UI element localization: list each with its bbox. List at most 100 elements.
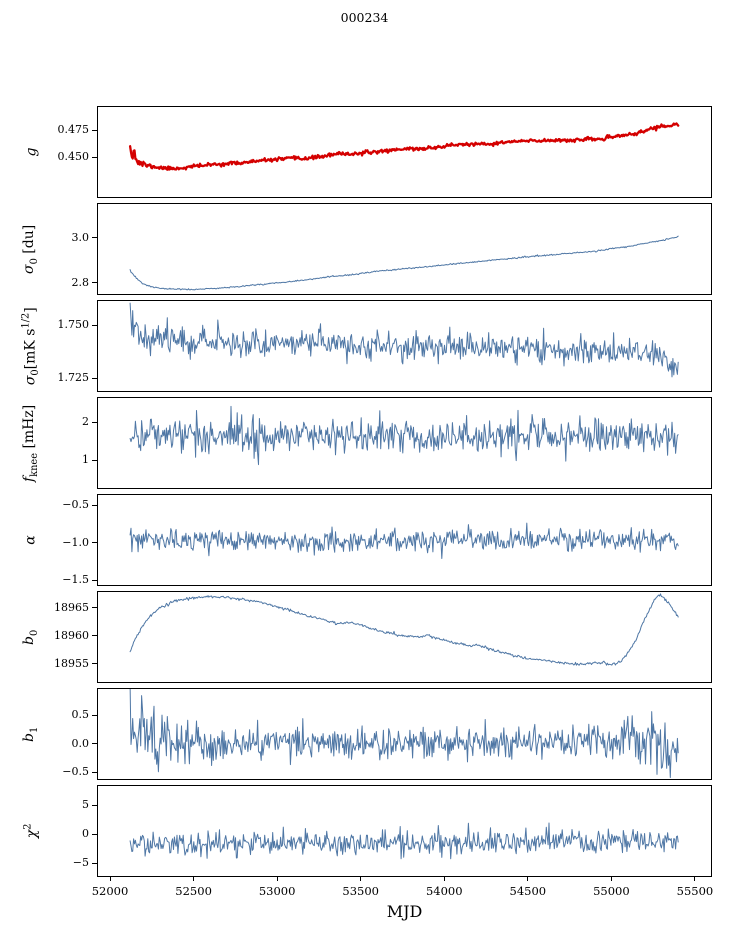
ytick-label-b0: 18960 [54, 628, 89, 642]
y-axis-label-chi2: χ2 [22, 824, 40, 839]
xtick-label: 52500 [175, 884, 212, 898]
ytick-label-g: 0.450 [57, 150, 90, 164]
ytick-mark-alpha [92, 504, 97, 506]
series-b0 [129, 593, 679, 666]
ytick-label-b0: 18955 [54, 656, 89, 670]
ytick-mark-alpha [92, 542, 97, 543]
y-axis-label-segment: [mK s [22, 328, 39, 370]
ytick-mark-chi2 [92, 833, 97, 835]
xtick-mark [694, 877, 696, 881]
series-sigma0-mks [129, 302, 679, 378]
plot-chi2 [129, 822, 679, 860]
y-axis-label-segment: 2 [22, 823, 34, 830]
ytick-label-g: 0.475 [57, 123, 90, 137]
y-axis-label-segment: b [21, 732, 38, 742]
ytick-mark-chi2 [92, 862, 97, 864]
ytick-label-fknee: 1 [82, 453, 89, 467]
ytick-label-sigma0-mks: 1.725 [57, 371, 90, 384]
series-b1 [129, 689, 679, 778]
ytick-label-alpha: −1.5 [62, 573, 89, 586]
x-axis-label: MJD [386, 902, 423, 921]
y-axis-label-segment: b [21, 635, 38, 645]
plot-b0 [129, 593, 679, 666]
ytick-label-fknee: 2 [82, 415, 89, 429]
y-axis-label-segment: σ [21, 264, 38, 274]
ylabel-wrap-fknee: fknee [mHz] [14, 397, 48, 489]
series-fknee [129, 405, 679, 466]
y-axis-label-sigma0-du: σ0 [du] [22, 224, 41, 273]
ylabel-wrap-b0: b0 [14, 591, 48, 683]
ylabel-wrap-sigma0-du: σ0 [du] [14, 203, 48, 295]
y-axis-label-segment: ] [22, 307, 39, 313]
series-alpha [129, 522, 679, 559]
ytick-mark-g [92, 129, 97, 131]
y-axis-label-segment: [du] [21, 224, 38, 258]
y-axis-label-g: g [23, 148, 39, 157]
y-axis-label-b1: b1 [22, 726, 41, 741]
y-axis-label-segment: 1 [29, 726, 41, 733]
ytick-mark-sigma0-mks [92, 377, 97, 379]
series-g [129, 123, 679, 171]
plot-box-b0 [97, 591, 712, 683]
ytick-mark-chi2 [92, 804, 97, 806]
ytick-label-chi2: −5 [72, 856, 89, 870]
xtick-mark [527, 877, 529, 881]
ylabel-wrap-g: g [14, 106, 48, 198]
ytick-label-sigma0-mks: 1.750 [57, 318, 90, 331]
plot-box-alpha [97, 494, 712, 586]
plot-fknee [129, 405, 679, 466]
ylabel-wrap-chi2: χ2 [14, 785, 48, 877]
y-axis-label-segment: α [23, 535, 39, 545]
series-g [128, 122, 680, 171]
ytick-label-sigma0-du: 3.0 [71, 230, 90, 244]
ytick-mark-g [92, 156, 97, 158]
ytick-mark-fknee [92, 421, 97, 423]
plot-b1 [129, 689, 679, 778]
ylabel-wrap-alpha: α [14, 494, 48, 586]
y-axis-label-alpha: α [23, 535, 39, 544]
xtick-label: 54500 [509, 884, 547, 898]
plot-box-fknee [97, 397, 712, 489]
series-sigma0-du [129, 235, 679, 291]
xtick-label: 54000 [425, 884, 463, 898]
y-axis-label-segment: f [21, 476, 38, 482]
ytick-mark-fknee [92, 459, 97, 461]
ylabel-wrap-sigma0-mks: σ0[mK s1/2] [14, 300, 48, 392]
y-axis-label-segment: knee [29, 452, 41, 477]
y-axis-label-segment: 0 [29, 257, 41, 265]
xtick-mark [360, 877, 362, 881]
series-chi2 [129, 822, 679, 860]
ytick-label-chi2: 5 [82, 798, 89, 811]
y-axis-label-segment: 0 [29, 629, 41, 636]
xtick-mark [193, 877, 195, 881]
plot-box-chi2 [97, 785, 712, 877]
y-axis-label-segment: 0 [30, 369, 42, 376]
ytick-label-sigma0-du: 2.8 [71, 275, 90, 289]
y-axis-label-segment: 1/2 [20, 312, 32, 329]
ytick-mark-b0 [92, 663, 97, 665]
ytick-mark-b0 [92, 607, 97, 609]
plot-box-sigma0-du [97, 203, 712, 295]
xtick-mark [109, 877, 111, 881]
ytick-mark-b1 [92, 771, 97, 773]
y-axis-label-segment: σ [22, 375, 39, 385]
y-axis-label-segment: g [23, 147, 39, 157]
xtick-mark [443, 877, 445, 881]
xtick-label: 53000 [258, 884, 296, 898]
ytick-label-chi2: 0 [82, 827, 89, 841]
plot-box-b1 [97, 688, 712, 780]
ytick-mark-alpha [92, 579, 97, 581]
ytick-mark-b0 [92, 635, 97, 637]
xtick-label: 52000 [91, 884, 129, 898]
y-axis-label-b0: b0 [22, 629, 41, 644]
ytick-label-b0: 18965 [54, 600, 89, 614]
figure-title: 000234 [340, 10, 389, 25]
xtick-label: 55500 [676, 884, 714, 898]
ytick-mark-sigma0-du [92, 282, 97, 284]
ytick-mark-b1 [92, 743, 97, 745]
xtick-mark [610, 877, 612, 881]
ytick-label-b1: 0.5 [71, 708, 90, 722]
y-axis-label-segment: [mHz] [21, 404, 38, 453]
plot-g [128, 122, 680, 171]
plot-sigma0-du [129, 235, 679, 291]
